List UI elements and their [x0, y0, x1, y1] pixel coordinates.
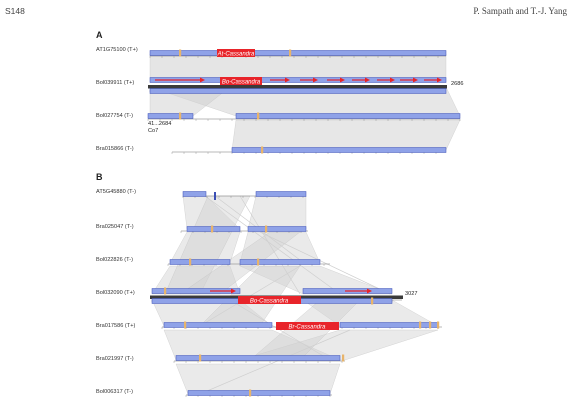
cassandra-overlays: At-Cassandra Bo-Cassandra Bo-Cassandra B…: [217, 49, 339, 331]
a-row1-marker: [179, 49, 182, 57]
b-row1-exon-1: [182, 191, 207, 197]
panel-a-end-value: 2686: [451, 81, 464, 87]
b-row2-exon-1: [186, 226, 241, 232]
b-row2-exon-2: [247, 226, 307, 232]
synteny-links: [149, 53, 461, 395]
panel-b-letter: B: [96, 172, 103, 182]
b-row1-exon-2: [255, 191, 307, 197]
br-cassandra-box: [276, 322, 339, 330]
b-row4-marker: [371, 297, 374, 305]
a-row2-arrow-3-head: [390, 77, 395, 83]
bo-cassandra-label-a: Bo-Cassandra: [222, 80, 261, 86]
panel-a-range-label: 41...2684: [148, 121, 172, 127]
b-row5-exon-1: [163, 322, 273, 328]
b-row3-exon-2: [239, 259, 321, 265]
panel-b-end-value: 3027: [405, 291, 418, 297]
gene-label-at1g75100: AT1G75100 (T+): [96, 47, 138, 53]
link-b-10: [175, 363, 341, 395]
b-row1-marker: [214, 192, 216, 200]
br-cassandra-label: Br-Cassandra: [289, 325, 327, 331]
a-row2-arrow-0-head: [313, 77, 318, 83]
b-row5-marker: [429, 321, 432, 329]
b-row4-arrow-head: [367, 288, 372, 294]
a-row1-marker: [289, 49, 292, 57]
a-row4-exon: [231, 147, 447, 153]
b-row5-marker: [419, 321, 422, 329]
b-row5-marker: [184, 321, 187, 329]
a-row2-arrow-2-head: [365, 77, 370, 83]
b-row3-marker: [257, 258, 260, 266]
a-row4-marker: [261, 146, 264, 154]
gene-label-bol039911: Bol039911 (T+): [96, 80, 135, 86]
gene-label-bol022826: Bol022826 (T-): [96, 257, 134, 263]
gene-label-bol006317: Bol006317 (T-): [96, 389, 134, 395]
a-row2-exon-top: [149, 77, 447, 83]
b-row5-exon-2: [339, 322, 439, 328]
a-row2-ref-bar: [148, 85, 447, 89]
gene-label-bra021997: Bra021997 (T-): [96, 356, 134, 362]
b-row4-arrow-head: [231, 288, 236, 294]
b-row3-exon-1: [169, 259, 231, 265]
bo-cassandra-box-b: [238, 296, 301, 304]
b-row5-marker: [437, 321, 440, 329]
gene-label-bra025047: Bra025047 (T-): [96, 224, 134, 230]
running-header-authors: P. Sampath and T.-J. Yang: [473, 6, 567, 16]
b-row3-marker: [189, 258, 192, 266]
bo-cassandra-box-a: [220, 77, 262, 85]
link-b-thin-5: [199, 329, 351, 395]
b-row7-exon: [187, 390, 331, 396]
a-row2-arrow-head: [285, 77, 290, 83]
a-row2-arrow-head: [200, 77, 205, 83]
gene-label-bra015866: Bra015866 (T-): [96, 146, 134, 152]
link-b-9: [239, 329, 439, 361]
b-row4-exon-top-1: [151, 288, 241, 294]
a-row3-marker: [257, 112, 260, 120]
b-row4-marker: [164, 287, 167, 295]
panel-a-letter: A: [96, 30, 103, 40]
a-row2-exon-bottom: [149, 88, 447, 94]
b-row6-marker: [342, 354, 345, 362]
at-cassandra-box: [217, 49, 255, 57]
page-number: S148: [5, 6, 25, 16]
a-row2-arrow-5-head: [437, 77, 442, 83]
a-row3-marker: [179, 112, 182, 120]
gene-label-at5g45880: AT5G45880 (T-): [96, 189, 136, 195]
gene-label-bol027754: Bol027754 (T-): [96, 113, 134, 119]
link-b-thin-2: [259, 231, 391, 295]
link-b-1: [247, 195, 307, 230]
link-a-4: [231, 119, 461, 151]
b-row7-marker: [249, 389, 252, 397]
link-b-thin-0: [204, 195, 341, 295]
a-row3-exon-2: [235, 113, 461, 119]
a-row1-exon: [149, 50, 447, 56]
b-row6-marker: [199, 354, 202, 362]
gene-label-bra017586: Bra017586 (T+): [96, 323, 136, 329]
a-row2-arrow-1-head: [340, 77, 345, 83]
b-row2-marker: [265, 225, 268, 233]
gene-label-bol032090: Bol032090 (T+): [96, 290, 135, 296]
link-b-thin-6: [239, 195, 301, 295]
panel-a-sub-label: Co7: [148, 128, 159, 134]
at-cassandra-label: At-Cassandra: [217, 52, 255, 58]
a-row3-exon-1: [147, 113, 194, 119]
link-b-4: [151, 265, 241, 295]
bo-cassandra-label-b: Bo-Cassandra: [250, 299, 289, 305]
b-row2-marker: [211, 225, 214, 233]
a-row2-arrow-4-head: [413, 77, 418, 83]
b-row6-exon: [175, 355, 341, 361]
